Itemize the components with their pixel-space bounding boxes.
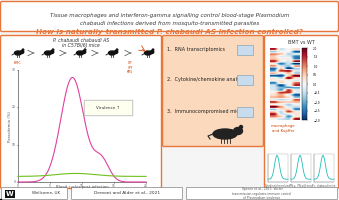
FancyBboxPatch shape [72,188,182,200]
Text: W: W [6,190,14,196]
Text: Tissue macrophages and interferon-gamma signalling control blood-stage Plasmodiu: Tissue macrophages and interferon-gamma … [50,14,289,19]
FancyBboxPatch shape [162,36,263,146]
Bar [314,154,334,182]
Text: Spence et al., 2013. Vector
transmission regulates immune control
of Plasmodium : Spence et al., 2013. Vector transmission… [233,187,292,200]
Ellipse shape [116,49,118,51]
FancyBboxPatch shape [1,188,67,200]
Text: 1.  RNA transcriptomics: 1. RNA transcriptomics [167,47,225,52]
Ellipse shape [52,49,54,51]
Ellipse shape [44,51,52,55]
Ellipse shape [50,50,54,53]
Text: P.c. chabaudi mice: P.c. chabaudi mice [312,184,336,188]
Text: Demont and Alder et al., 2021: Demont and Alder et al., 2021 [94,192,160,196]
Text: Wellcome, UK: Wellcome, UK [32,192,60,196]
Text: 3.  Immunocompromised mice: 3. Immunocompromised mice [167,110,242,114]
Ellipse shape [84,49,86,51]
Bar [237,107,253,117]
Text: P. chabaudi chabaudi AS: P. chabaudi chabaudi AS [53,38,109,44]
Text: 2.  Cytokine/chemokine analysis: 2. Cytokine/chemokine analysis [167,77,246,82]
Text: Virulence ↑: Virulence ↑ [96,106,120,110]
Ellipse shape [82,50,86,53]
Bar [18,70,146,182]
Text: Parasitemia (%): Parasitemia (%) [8,110,12,142]
Text: BMC: BMC [14,61,22,65]
Text: 15: 15 [112,184,116,188]
Ellipse shape [234,128,242,134]
FancyBboxPatch shape [0,1,339,31]
Text: WT
SPF
KM1: WT SPF KM1 [127,61,133,74]
Text: 5: 5 [49,184,51,188]
Ellipse shape [77,51,83,55]
FancyBboxPatch shape [0,36,161,188]
Text: 20: 20 [144,184,148,188]
Text: 0: 0 [14,180,16,184]
Ellipse shape [15,51,21,55]
Text: BMT vs WT: BMT vs WT [287,40,315,45]
Text: IFN-γ, IFN-α/β mice: IFN-γ, IFN-α/β mice [289,184,313,188]
Ellipse shape [239,126,242,129]
Ellipse shape [22,49,24,51]
Text: 10: 10 [80,184,84,188]
Ellipse shape [213,129,237,139]
FancyBboxPatch shape [186,188,338,200]
Ellipse shape [150,50,154,53]
Bar [268,154,288,182]
Ellipse shape [108,51,116,55]
Bar [237,45,253,55]
Bar [291,154,311,182]
Text: 30: 30 [12,68,16,72]
Ellipse shape [114,50,118,53]
Ellipse shape [20,50,24,53]
Text: 20: 20 [12,105,16,109]
Text: macrophage
and Kupffer: macrophage and Kupffer [271,124,295,133]
Text: How is naturally-transmitted P. chabaudi AS infection controlled?: How is naturally-transmitted P. chabaudi… [36,29,303,35]
Ellipse shape [144,51,152,55]
Text: 0: 0 [17,184,19,188]
Ellipse shape [152,49,154,51]
Text: Cytokine/chemokine: Cytokine/chemokine [265,184,291,188]
Text: Blood cycles post-infection: Blood cycles post-infection [56,185,108,189]
FancyBboxPatch shape [84,100,133,116]
FancyBboxPatch shape [264,36,339,188]
Text: in C57Bl/6J mice: in C57Bl/6J mice [62,43,100,47]
Text: chabaudi infections derived from mosquito-transmitted parasites: chabaudi infections derived from mosquit… [80,21,259,25]
Text: 10: 10 [12,143,16,147]
Bar [237,75,253,85]
Bar [5,190,15,198]
